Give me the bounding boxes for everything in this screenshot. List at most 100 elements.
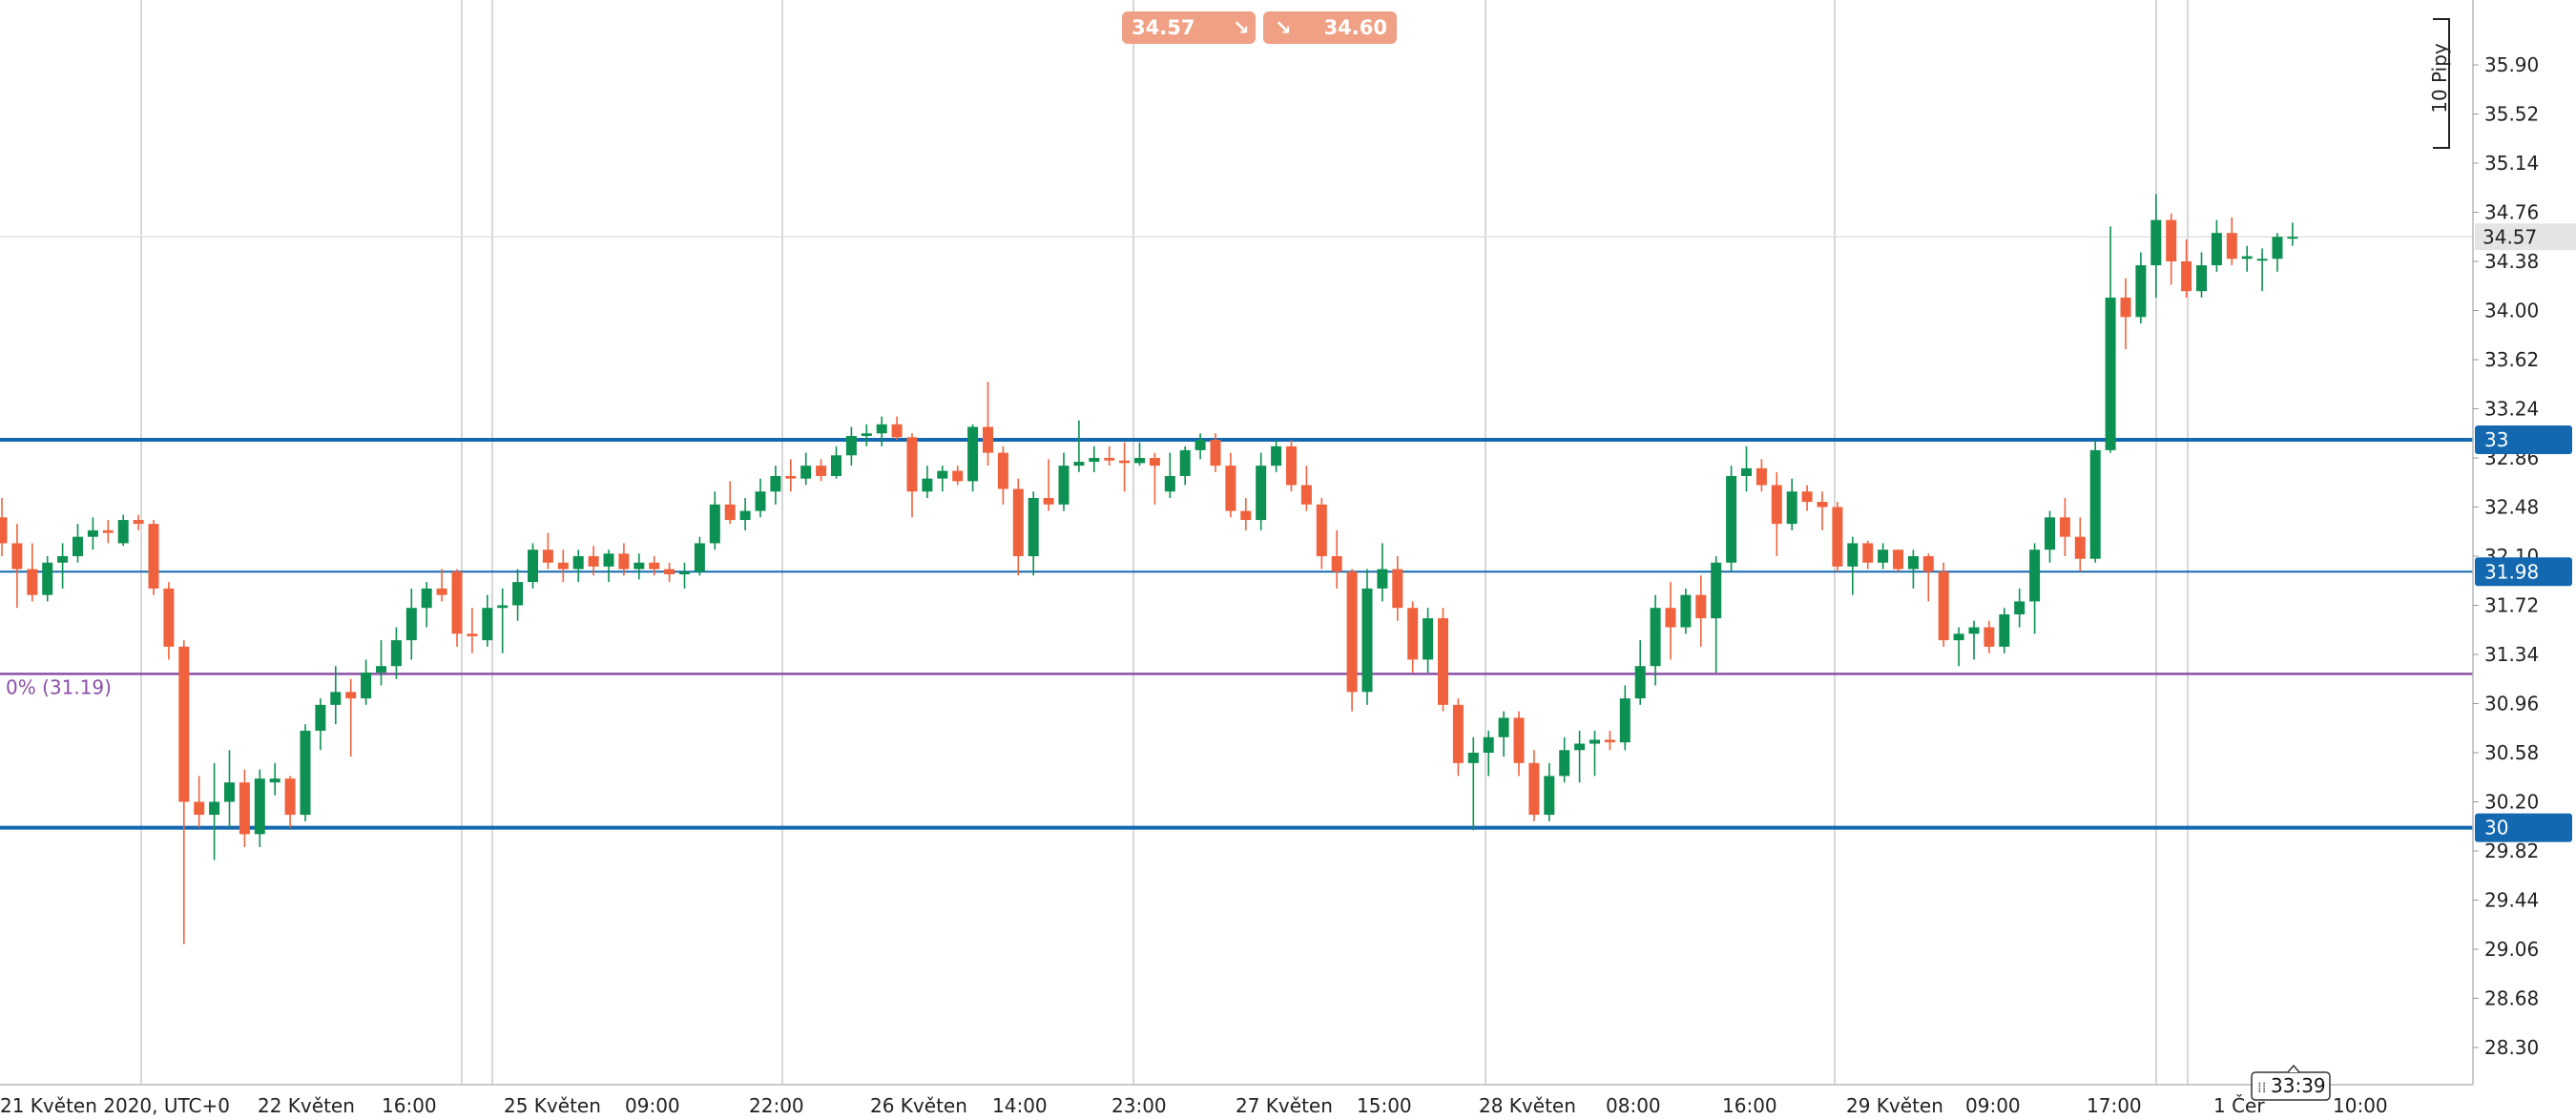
- candle: [2105, 226, 2116, 453]
- candle: [1604, 730, 1615, 751]
- candle: [755, 478, 766, 518]
- y-tick-label: 30.96: [2484, 693, 2539, 716]
- horizontal-line-badge-label: 33: [2484, 428, 2508, 451]
- candle-body: [1589, 739, 1600, 744]
- candle-body: [557, 562, 569, 570]
- candle: [1361, 569, 1373, 705]
- candle-body: [269, 778, 280, 783]
- horizontal-line-badge-label: 30: [2484, 817, 2508, 840]
- sell-quote-button[interactable]: 34.57 ↘: [1122, 11, 1256, 44]
- candle: [603, 550, 614, 583]
- candle-body: [1392, 569, 1403, 609]
- candle-body: [739, 510, 751, 521]
- candle: [2120, 278, 2131, 350]
- y-tick-label: 34.38: [2484, 250, 2539, 273]
- candle: [1377, 543, 1388, 602]
- x-tick-label: 22 Květen: [258, 1094, 355, 1117]
- candle: [1832, 502, 1843, 572]
- candle: [1695, 575, 1707, 647]
- candle-body: [1210, 440, 1221, 467]
- candle: [1634, 640, 1646, 705]
- time-axis[interactable]: 21 Květen 2020, UTC+0 22 Květen 16:00 25 Kv…: [0, 1094, 2388, 1117]
- candle: [57, 543, 69, 589]
- buy-quote-button[interactable]: ↘ 34.60: [1263, 11, 1397, 44]
- candle: [1953, 627, 1964, 667]
- x-tick-label: 09:00: [1965, 1094, 2021, 1117]
- candle-body: [861, 433, 872, 436]
- candle: [1938, 562, 1949, 647]
- x-tick-label: 22:00: [749, 1094, 804, 1117]
- candle-body: [1665, 608, 1676, 628]
- candle: [2166, 213, 2177, 285]
- candle: [1028, 491, 1039, 576]
- candle-body: [588, 556, 599, 567]
- candle-body: [891, 424, 903, 438]
- candle: [1392, 556, 1403, 621]
- candle: [709, 491, 720, 550]
- candle-body: [906, 437, 918, 492]
- candle: [11, 524, 23, 609]
- candle: [831, 446, 841, 479]
- candle-body: [1878, 550, 1889, 563]
- candle: [2029, 543, 2041, 634]
- candle-body: [1361, 588, 1373, 693]
- y-tick-label: 33.62: [2484, 348, 2539, 371]
- price-axis[interactable]: 35.90 35.52 35.14 34.76 34.38 34.00 33.62 33.24…: [2473, 53, 2539, 1059]
- y-tick-label: 34.00: [2484, 300, 2539, 322]
- candle-body: [376, 666, 386, 673]
- candle: [42, 556, 53, 602]
- candle-body: [467, 633, 478, 637]
- countdown-value: 33:39: [2271, 1074, 2326, 1097]
- candle: [1407, 601, 1419, 673]
- sell-price: 34.57: [1132, 16, 1195, 39]
- candle-body: [87, 529, 98, 537]
- candle: [2196, 252, 2207, 298]
- candle-body: [2150, 219, 2162, 266]
- candle-body: [0, 517, 8, 544]
- candle-body: [512, 582, 524, 606]
- candle: [133, 514, 144, 530]
- candle-body: [634, 562, 645, 570]
- candle: [1574, 730, 1586, 783]
- candle-body: [1741, 467, 1752, 476]
- candle: [528, 543, 538, 589]
- pip-ruler-label: 10 Pipy: [2428, 43, 2451, 114]
- candle-body: [1483, 736, 1494, 753]
- x-tick-label: 29 Květen: [1846, 1094, 1943, 1117]
- candle: [390, 627, 402, 679]
- candle-body: [1240, 510, 1252, 521]
- candle: [1907, 550, 1919, 589]
- candle: [0, 498, 8, 556]
- candle-body: [922, 478, 933, 492]
- candle-body: [27, 569, 38, 595]
- candle: [239, 769, 250, 847]
- candle-body: [1634, 666, 1646, 699]
- candle-body: [1149, 458, 1160, 467]
- candle-body: [1832, 507, 1843, 567]
- candle-body: [451, 571, 463, 634]
- candle-body: [1119, 460, 1131, 464]
- candle-body: [102, 529, 114, 533]
- candle: [1467, 736, 1479, 831]
- candle: [1680, 588, 1692, 634]
- candle: [1999, 608, 2010, 653]
- candle: [512, 569, 524, 621]
- candle-body: [542, 550, 553, 563]
- candle-body: [572, 556, 584, 570]
- candle: [542, 532, 553, 570]
- candle: [1893, 550, 1903, 572]
- x-tick-label: 10:00: [2333, 1094, 2388, 1117]
- candle: [1149, 452, 1160, 505]
- y-tick-label: 30.58: [2484, 741, 2539, 764]
- candle: [1012, 478, 1024, 576]
- candle: [694, 536, 705, 576]
- candle-body: [1619, 698, 1631, 743]
- candle-body: [1817, 502, 1828, 508]
- y-tick-label: 30.20: [2484, 791, 2539, 814]
- candle: [300, 724, 311, 821]
- y-tick-label: 29.06: [2484, 938, 2539, 961]
- candle-body: [254, 778, 265, 835]
- candle-body: [421, 588, 432, 609]
- candle-body: [2272, 237, 2283, 259]
